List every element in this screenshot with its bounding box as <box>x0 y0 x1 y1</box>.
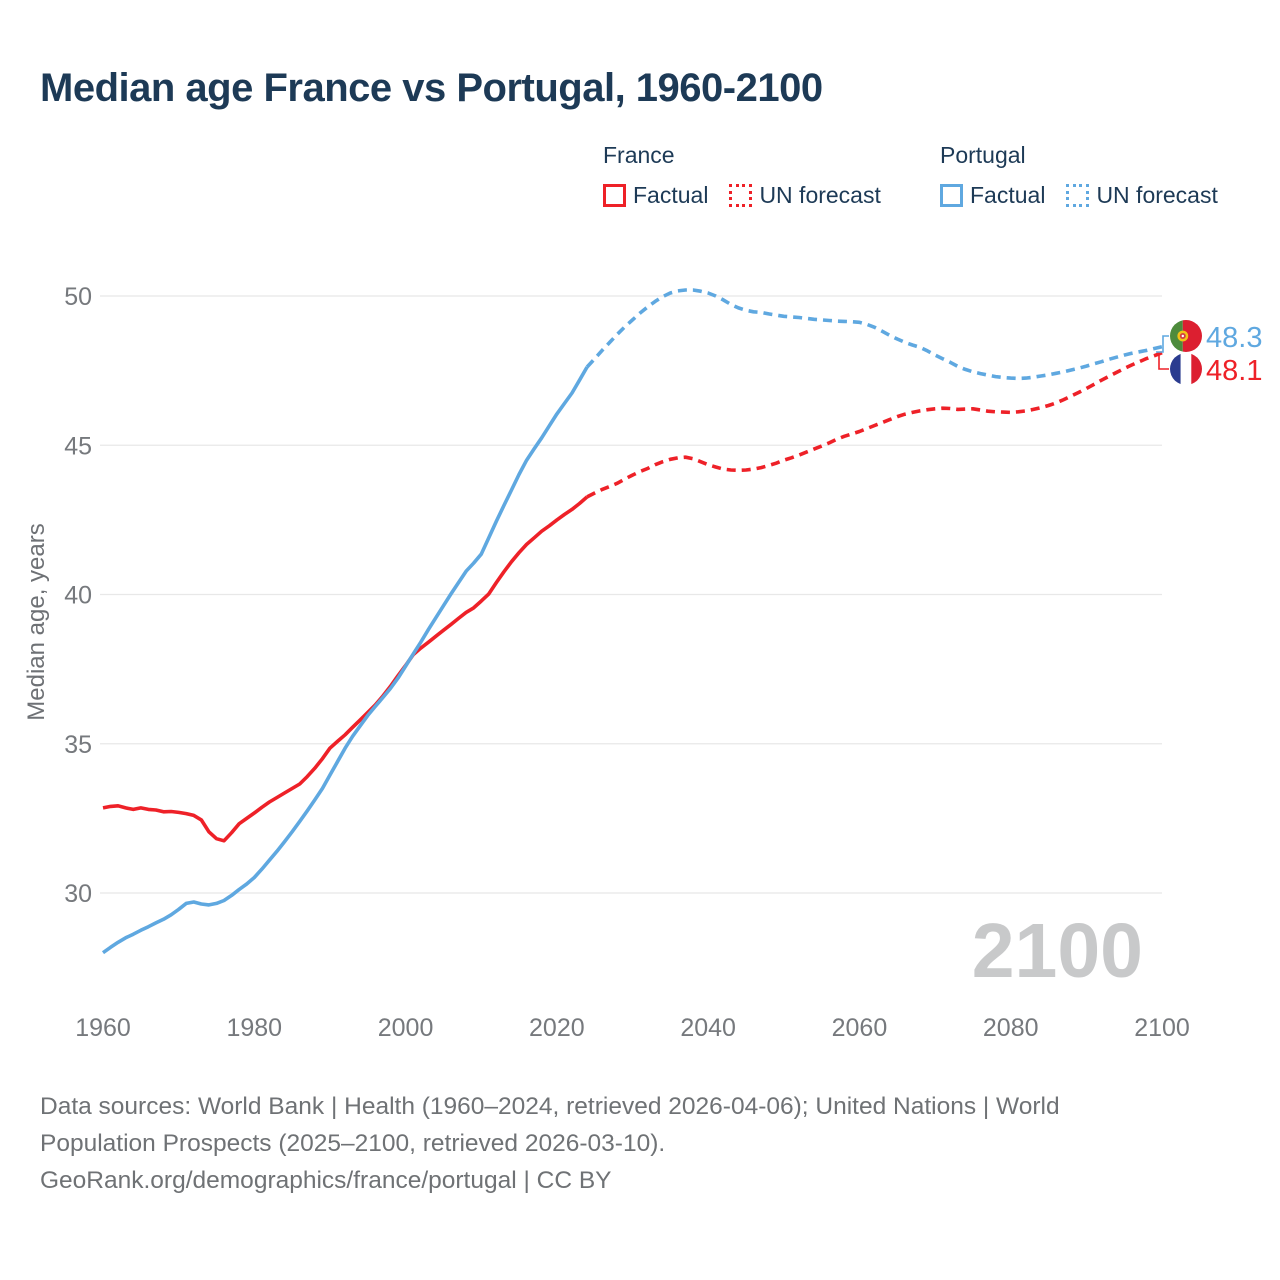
x-tick-label: 2100 <box>1134 1014 1190 1042</box>
legend-item-label: UN forecast <box>1096 182 1218 208</box>
end-value-label-portugal: 48.3 <box>1206 322 1262 354</box>
legend-item-portugal-factual[interactable]: Factual <box>940 182 1045 209</box>
legend-item-portugal-forecast[interactable]: UN forecast <box>1066 182 1218 209</box>
data-sources-line-2: Population Prospects (2025–2100, retriev… <box>40 1130 666 1157</box>
legend-group-france: France Factual UN forecast <box>603 142 881 209</box>
x-tick-label: 2080 <box>983 1014 1039 1042</box>
legend-group-title-france: France <box>603 142 675 168</box>
legend-swatch-portugal-factual <box>940 184 963 207</box>
y-tick-label: 45 <box>64 432 92 460</box>
series-line-portugal-dashed <box>585 288 1163 381</box>
legend-item-france-factual[interactable]: Factual <box>603 182 708 209</box>
x-tick-label: 1960 <box>75 1014 131 1042</box>
page-title: Median age France vs Portugal, 1960-2100 <box>40 66 823 110</box>
flag-france-icon <box>1170 353 1202 385</box>
y-tick-label: 35 <box>64 731 92 759</box>
legend-item-france-forecast[interactable]: UN forecast <box>729 182 881 209</box>
series-line-france-solid <box>102 495 589 843</box>
watermark: 2100 <box>972 908 1143 994</box>
x-tick-label: 1980 <box>226 1014 282 1042</box>
x-tick-label: 2040 <box>680 1014 736 1042</box>
legend-swatch-portugal-forecast <box>1066 184 1090 207</box>
series-line-portugal-solid <box>101 366 589 955</box>
legend-group-portugal: Portugal Factual UN forecast <box>940 142 1218 209</box>
legend-item-label: Factual <box>970 182 1046 208</box>
legend-row-portugal: Factual UN forecast <box>940 182 1218 209</box>
legend-item-label: UN forecast <box>759 182 881 208</box>
legend-swatch-france-factual <box>603 184 626 207</box>
legend-row-france: Factual UN forecast <box>603 182 881 209</box>
georank-attribution: GeoRank.org/demographics/france/portugal… <box>40 1167 612 1194</box>
y-tick-label: 30 <box>64 880 92 908</box>
data-sources-line-1: Data sources: World Bank | Health (1960–… <box>40 1093 1060 1120</box>
series-line-france-dashed <box>586 351 1163 499</box>
footer: Data sources: World Bank | Health (1960–… <box>40 1088 1230 1199</box>
x-tick-label: 2020 <box>529 1014 585 1042</box>
legend-swatch-france-forecast <box>729 184 753 207</box>
legend-group-title-portugal: Portugal <box>940 142 1026 168</box>
y-tick-label: 40 <box>64 582 92 610</box>
y-axis-title: Median age, years <box>23 523 50 720</box>
end-connector-france <box>1158 355 1169 370</box>
x-tick-label: 2060 <box>832 1014 888 1042</box>
flag-portugal-icon <box>1170 320 1202 352</box>
end-value-label-france: 48.1 <box>1206 355 1262 387</box>
y-tick-label: 50 <box>64 283 92 311</box>
legend-item-label: Factual <box>633 182 709 208</box>
end-connector-portugal <box>1156 335 1169 353</box>
x-tick-label: 2000 <box>378 1014 434 1042</box>
